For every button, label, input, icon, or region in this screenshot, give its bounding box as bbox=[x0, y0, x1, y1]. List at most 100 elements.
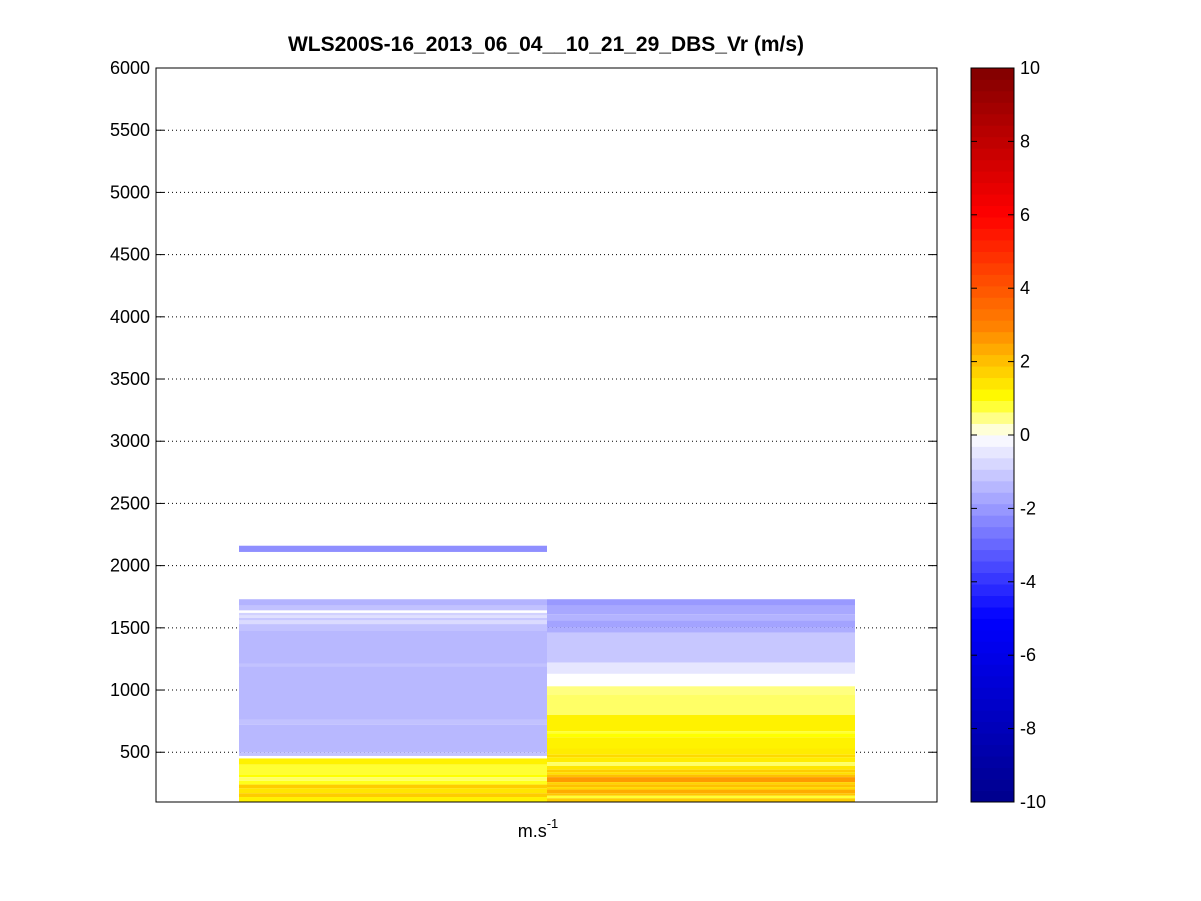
colorbar-segment bbox=[971, 113, 1014, 126]
colorbar-segment bbox=[971, 400, 1014, 413]
y-tick-label: 3000 bbox=[110, 431, 150, 451]
colorbar-segment bbox=[971, 205, 1014, 218]
colorbar-segment bbox=[971, 710, 1014, 723]
y-tick-label: 4000 bbox=[110, 307, 150, 327]
colorbar-segment bbox=[971, 228, 1014, 241]
y-tick-label: 6000 bbox=[110, 58, 150, 78]
colorbar-segment bbox=[971, 446, 1014, 459]
heatmap-cell bbox=[239, 780, 547, 785]
y-tick-label: 3500 bbox=[110, 369, 150, 389]
colorbar-segment bbox=[971, 561, 1014, 574]
heatmap-cell bbox=[547, 774, 855, 778]
heatmap-cell bbox=[547, 782, 855, 785]
colorbar-segment bbox=[971, 595, 1014, 608]
colorbar-segment bbox=[971, 687, 1014, 700]
heatmap-cell bbox=[547, 714, 855, 732]
y-tick-label: 2500 bbox=[110, 493, 150, 513]
y-tick-label: 500 bbox=[120, 742, 150, 762]
colorbar-segment bbox=[971, 480, 1014, 493]
colorbar-segment bbox=[971, 733, 1014, 746]
colorbar-tick-label: -8 bbox=[1020, 719, 1036, 739]
colorbar-segment bbox=[971, 217, 1014, 229]
colorbar-segment bbox=[971, 148, 1014, 161]
heatmap-cell bbox=[547, 731, 855, 734]
heatmap-cell bbox=[239, 788, 547, 794]
colorbar-segment bbox=[971, 274, 1014, 287]
colorbar-segment bbox=[971, 68, 1014, 80]
heatmap-cell bbox=[547, 795, 855, 799]
colorbar-segment bbox=[971, 354, 1014, 367]
heatmap-cell bbox=[547, 748, 855, 755]
colorbar-tick-label: 10 bbox=[1020, 58, 1040, 78]
colorbar-segment bbox=[971, 194, 1014, 207]
y-axis-ticks: 500 1000 1500 2000 2500 3000 3500 4000 4500 5000 5… bbox=[110, 58, 937, 762]
colorbar-segment bbox=[971, 171, 1014, 184]
heatmap-cell bbox=[547, 769, 855, 773]
heatmap-cell bbox=[547, 784, 855, 788]
colorbar-segment bbox=[971, 779, 1014, 791]
heatmap-cell bbox=[547, 614, 855, 621]
y-tick-label: 4500 bbox=[110, 245, 150, 265]
x-axis-label: m.s-1 bbox=[518, 816, 559, 841]
heatmap-cell bbox=[547, 632, 855, 663]
colorbar-segment bbox=[971, 503, 1014, 516]
colorbar-tick-label: 4 bbox=[1020, 278, 1030, 298]
heatmap-cell bbox=[239, 617, 547, 621]
heatmap-cell bbox=[547, 673, 855, 687]
colorbar-segment bbox=[971, 331, 1014, 344]
colorbar-tick-label: -6 bbox=[1020, 645, 1036, 665]
colorbar-tick-label: -2 bbox=[1020, 498, 1036, 518]
colorbar-segment bbox=[971, 136, 1014, 149]
heatmap-cell bbox=[547, 686, 855, 696]
colorbar-segment bbox=[971, 698, 1014, 711]
colorbar-segment bbox=[971, 343, 1014, 356]
heatmap-cell bbox=[547, 787, 855, 790]
colorbar-segment bbox=[971, 285, 1014, 298]
colorbar-segment bbox=[971, 251, 1014, 264]
colorbar-tick-label: 6 bbox=[1020, 205, 1030, 225]
colorbar-segment bbox=[971, 526, 1014, 539]
heatmap-cell bbox=[547, 695, 855, 715]
heatmap-cell bbox=[239, 630, 547, 664]
colorbar-segment bbox=[971, 629, 1014, 642]
heatmap-cell bbox=[547, 733, 855, 738]
colorbar-segment bbox=[971, 641, 1014, 654]
heatmap-cell bbox=[239, 615, 547, 618]
heatmap-cell bbox=[239, 610, 547, 613]
colorbar-segment bbox=[971, 675, 1014, 688]
heatmap-cell bbox=[547, 793, 855, 796]
heatmap-cell bbox=[239, 774, 547, 778]
heatmap-cell bbox=[239, 752, 547, 756]
y-tick-label: 1500 bbox=[110, 618, 150, 638]
colorbar-segment bbox=[971, 652, 1014, 665]
heatmap-cell bbox=[239, 663, 547, 667]
colorbar-tick-label: 8 bbox=[1020, 131, 1030, 151]
colorbar-segment bbox=[971, 607, 1014, 619]
x-axis-label-superscript: -1 bbox=[547, 816, 559, 831]
colorbar-segment bbox=[971, 125, 1014, 138]
heatmap-cell bbox=[239, 666, 547, 720]
colorbar-ticks: 10 8 6 4 2 0 -2 -4 -6 -8 -10 bbox=[971, 58, 1046, 812]
heatmap-cell bbox=[239, 599, 547, 606]
heatmap-cell bbox=[547, 605, 855, 615]
heatmap-cell bbox=[239, 755, 547, 759]
colorbar-segment bbox=[971, 297, 1014, 310]
heatmap-cell bbox=[547, 737, 855, 749]
colorbar-tick-label: 2 bbox=[1020, 352, 1030, 372]
colorbar-tick-label: -4 bbox=[1020, 572, 1036, 592]
colorbar-segment bbox=[971, 756, 1014, 768]
heatmap-cell bbox=[547, 798, 855, 802]
heatmap-cell bbox=[547, 777, 855, 783]
heatmap-cell bbox=[239, 797, 547, 802]
colorbar-segment bbox=[971, 366, 1014, 379]
colorbar-segment bbox=[971, 469, 1014, 482]
heatmap-cells bbox=[239, 545, 855, 802]
heatmap-cell bbox=[239, 620, 547, 625]
heatmap-cell bbox=[239, 605, 547, 611]
heatmap-cell bbox=[547, 627, 855, 633]
heatmap-cell bbox=[547, 789, 855, 794]
heatmap-cell bbox=[239, 612, 547, 616]
heatmap-cell bbox=[239, 719, 547, 725]
colorbar-segment bbox=[971, 767, 1014, 780]
